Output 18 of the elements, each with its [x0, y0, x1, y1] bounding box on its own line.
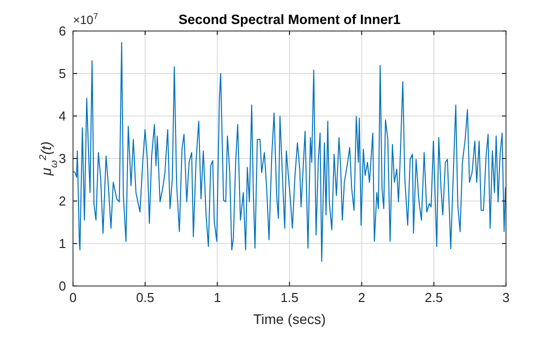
y-tick-label: 6: [58, 24, 66, 38]
chart-title: Second Spectral Moment of Inner1: [178, 12, 402, 27]
y-tick-label: 4: [58, 108, 66, 124]
y-tick-label: 1: [58, 236, 66, 251]
line-series: [72, 42, 506, 262]
x-tick-label: 0.5: [136, 290, 154, 305]
x-tick-label: 1: [214, 290, 221, 305]
y-tick-label: 0: [58, 278, 66, 294]
text: ×10$^{7}$: [73, 11, 98, 27]
x-tick-label: 1.5: [280, 290, 299, 305]
x-tick-label: 2: [358, 290, 366, 305]
x-axis-title: Time (secs): [253, 311, 326, 327]
x-tick-label: 2.5: [424, 290, 443, 305]
y-tick-label: 2: [58, 194, 66, 208]
y-tick-label: 5: [58, 66, 66, 81]
y-tick-label: 3: [58, 151, 66, 166]
x-tick-label: 0: [69, 290, 77, 305]
x-tick-label: 3: [502, 290, 510, 305]
